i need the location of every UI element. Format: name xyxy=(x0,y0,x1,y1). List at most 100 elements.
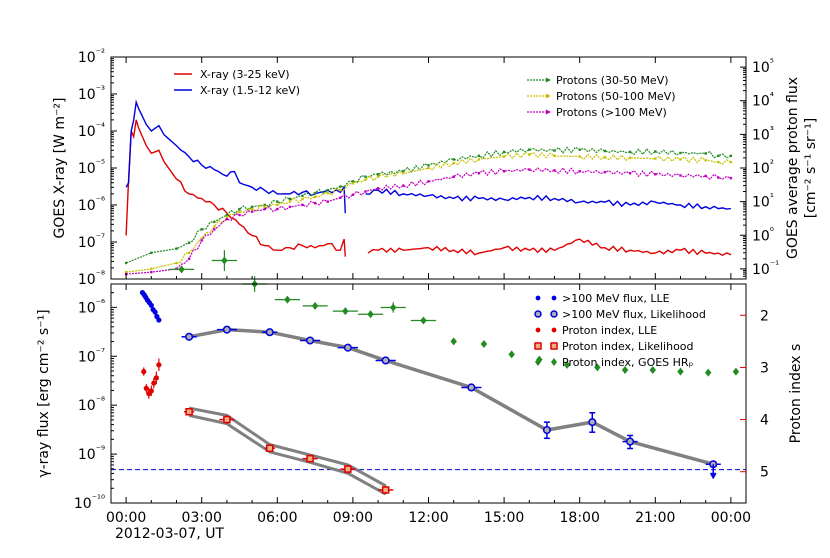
top-right-tick-label: 10⁻¹ xyxy=(752,260,779,278)
proton-point xyxy=(603,155,607,159)
proton-point xyxy=(263,205,266,209)
proton-point xyxy=(250,210,254,213)
likelihood-flux-point xyxy=(185,332,194,341)
legend-label: Proton index, Likelihood xyxy=(562,340,694,353)
top-left-tick-label: 10⁻⁸ xyxy=(78,270,105,288)
proton-point xyxy=(603,149,607,153)
legend-label: Protons (>100 MeV) xyxy=(556,106,667,119)
proton-point xyxy=(528,153,531,156)
likelihood-flux-point xyxy=(467,383,476,392)
goes-index-point xyxy=(311,301,319,310)
legend-marker xyxy=(551,358,557,366)
proton-point xyxy=(313,195,317,198)
likelihood-index-point xyxy=(306,454,314,463)
proton-point xyxy=(427,166,430,170)
proton-point xyxy=(225,218,229,221)
bottom-left-tick-label: 10⁻⁷ xyxy=(78,347,105,365)
proton-point xyxy=(263,203,266,207)
proton-point xyxy=(276,200,279,203)
legend-marker xyxy=(546,77,551,83)
likelihood-flux-point xyxy=(306,336,315,345)
proton-point xyxy=(502,150,506,154)
proton-point xyxy=(313,201,317,205)
proton-point xyxy=(364,178,367,181)
proton-point xyxy=(351,193,355,196)
goes-index-point xyxy=(621,366,629,375)
proton-point xyxy=(578,170,581,173)
proton-point xyxy=(452,161,455,165)
legend-label: X-ray (1.5-12 keV) xyxy=(200,84,300,97)
likelihood-index-point xyxy=(223,415,231,424)
likelihood-flux-point xyxy=(222,325,231,334)
likelihood-flux-point xyxy=(626,437,635,446)
proton-point xyxy=(402,172,405,175)
top-left-tick-label: 10⁻⁵ xyxy=(78,159,105,177)
proton-point xyxy=(717,160,720,164)
lle-index-point xyxy=(151,380,157,386)
proton-index-tick-label: 4 xyxy=(760,413,769,429)
proton-point xyxy=(729,160,733,164)
proton-point xyxy=(213,220,216,224)
top-left-tick-label: 10⁻⁷ xyxy=(78,233,105,251)
proton-point xyxy=(276,203,279,207)
proton-point xyxy=(175,261,178,265)
legend-label: >100 MeV flux, Likelihood xyxy=(562,308,706,321)
proton-point xyxy=(225,215,229,219)
proton-point xyxy=(326,191,329,195)
top-right-tick-label: 10³ xyxy=(752,125,774,143)
bottom-left-tick-label: 10⁻¹⁰ xyxy=(74,494,105,512)
likelihood-flux-point xyxy=(588,418,597,427)
proton-point xyxy=(502,170,506,173)
top-right-tick-label: 10¹ xyxy=(752,193,774,211)
proton-point xyxy=(376,173,380,176)
proton-point xyxy=(376,187,380,190)
top-left-axis-title: GOES X-ray [W m⁻²] xyxy=(52,98,68,239)
proton-point xyxy=(427,164,430,167)
goes-index-point xyxy=(420,316,427,325)
lle-index-point xyxy=(156,362,162,368)
proton-point xyxy=(213,228,216,231)
legend-label: Proton index, GOES HRₚ xyxy=(562,356,694,369)
proton-point xyxy=(578,148,581,151)
proton-point xyxy=(502,155,506,158)
top-left-tick-label: 10⁻² xyxy=(78,48,105,66)
likelihood-flux-point xyxy=(265,328,274,337)
bottom-right-axis-title: Proton index s xyxy=(788,344,804,444)
goes-index-point xyxy=(480,339,488,348)
proton-point xyxy=(628,156,632,160)
lle-index-point xyxy=(143,385,149,391)
proton-point xyxy=(553,149,556,152)
proton-point xyxy=(187,257,191,260)
legend-label: Protons (50-100 MeV) xyxy=(556,90,676,103)
proton-point xyxy=(553,154,556,158)
proton-point xyxy=(288,197,292,201)
proton-index-tick-label: 5 xyxy=(760,465,769,481)
top-right-axis-units: [cm⁻² s⁻¹ sr⁻¹] xyxy=(803,118,819,219)
legend-label: Proton index, LLE xyxy=(562,324,657,337)
proton-point xyxy=(150,270,153,274)
legend-marker xyxy=(551,327,557,333)
likelihood-index-point xyxy=(381,486,390,494)
top-right-tick-label: 10⁵ xyxy=(752,58,774,76)
top-right-axis-title: GOES average proton flux xyxy=(785,77,801,259)
proton-point xyxy=(729,154,733,158)
proton-point xyxy=(427,180,430,183)
top-left-tick-label: 10⁻⁶ xyxy=(78,196,105,214)
upper-limit-arrow-head xyxy=(710,474,717,480)
proton-point xyxy=(288,200,292,203)
proton-point xyxy=(477,154,481,158)
proton-point xyxy=(187,251,191,255)
proton-point xyxy=(679,158,682,161)
proton-point xyxy=(654,173,657,176)
proton-point xyxy=(276,207,279,211)
x-tick-label: 06:00 xyxy=(257,510,297,526)
lle-flux-point xyxy=(148,302,154,308)
bottom-left-tick-label: 10⁻⁶ xyxy=(78,298,105,316)
legend-marker xyxy=(535,327,541,333)
x-tick-label: 18:00 xyxy=(560,510,600,526)
proton-point xyxy=(175,247,178,250)
proton-point xyxy=(238,213,241,217)
goes-index-point xyxy=(178,265,185,274)
proton-point xyxy=(150,267,153,271)
legend-label: Protons (30-50 MeV) xyxy=(556,74,669,87)
